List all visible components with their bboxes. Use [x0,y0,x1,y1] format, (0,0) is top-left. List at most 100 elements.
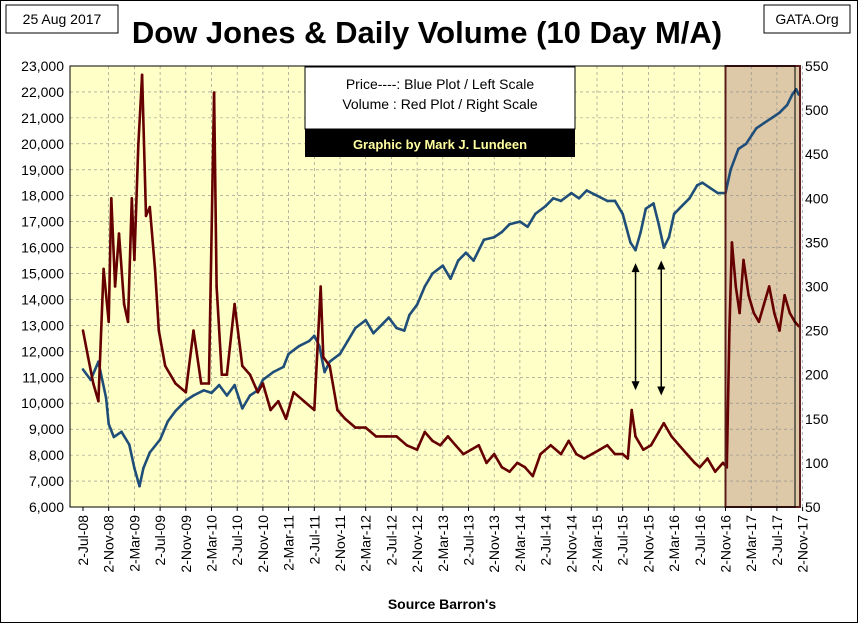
price-segment [729,147,740,172]
volume-segment [269,399,280,412]
price-segment [271,365,285,374]
price-segment [708,186,720,195]
price-segment [449,259,460,281]
x-tick-label: 2-Jul-17 [769,515,785,566]
price-segment [577,189,589,200]
volume-segment [539,443,553,456]
volume-segment [762,285,771,306]
x-tick-label: 2-Mar-14 [512,515,528,572]
price-segment [166,409,177,423]
volume-segment [469,443,481,452]
left-tick-label: 12,000 [21,343,64,359]
right-tick-label: 350 [805,234,829,250]
volume-segment [713,461,725,474]
x-tick-label: 2-Jul-16 [692,515,708,566]
volume-segment [515,461,527,469]
price-segment [551,197,563,203]
volume-segment [431,439,442,447]
price-segment [500,222,511,234]
right-tick-label: 200 [805,367,829,383]
price-segment [241,394,252,410]
left-tick-label: 20,000 [21,136,64,152]
price-segment [526,212,537,229]
volume-segment [747,293,756,315]
volume-segment [284,390,296,421]
left-tick-label: 18,000 [21,188,64,204]
volume-segment [649,430,661,447]
volume-segment [698,457,709,469]
x-tick-label: 2-Nov-15 [640,515,656,573]
legend-line-2: Volume : Red Plot / Right Scale [342,96,538,112]
right-tick-label: 50 [805,499,821,515]
x-tick-label: 2-Nov-12 [409,515,425,573]
volume-segment [133,144,140,262]
price-segment [346,326,357,343]
volume-segment [364,426,378,438]
volume-segment [110,197,117,288]
date-box [5,4,119,34]
price-segment [107,422,116,439]
x-tick-label: 2-Jul-15 [615,515,631,566]
price-segment [585,189,599,197]
x-tick-label: 2-Jul-13 [461,515,477,566]
price-segment [662,235,671,249]
price-segment [328,352,342,364]
x-tick-label: 2-Mar-09 [126,515,142,572]
volume-segment [81,329,90,359]
volume-segment [153,267,161,332]
price-segment [81,368,92,382]
left-tick-label: 8,000 [29,447,64,463]
right-tick-label: 300 [805,279,829,295]
price-segment [233,383,244,410]
price-segment [492,230,504,239]
volume-segment [184,329,195,394]
price-segment [138,466,145,488]
left-tick-label: 7,000 [29,473,64,489]
price-segment [652,202,661,226]
price-segment [423,272,434,288]
price-segment [482,235,496,242]
volume-segment [630,408,637,438]
volume-segment [319,285,325,359]
volume-segment [641,443,653,452]
volume-segment [321,355,332,368]
price-segment [261,370,275,382]
volume-segment [767,285,776,315]
volume-segment [302,399,316,412]
volume-segment [395,435,409,447]
volume-segment [248,373,260,394]
price-segment [158,420,170,441]
volume-segment [312,285,323,412]
volume-segment [126,197,134,324]
price-segment [441,264,452,281]
price-segment [456,251,468,262]
price-segment [544,197,555,208]
volume-segment [492,452,504,469]
x-tick-label: 2-Mar-11 [281,515,297,571]
volume-segment [626,408,634,460]
x-tick-label: 2-Jul-10 [229,515,245,566]
price-segment [354,318,368,330]
x-axis-title: Source Barron's [388,596,497,612]
price-segment [395,326,406,332]
volume-segment [207,91,216,385]
chart-title: Dow Jones & Daily Volume (10 Day M/A) [132,15,722,50]
x-tick-label: 2-Nov-16 [718,515,734,573]
price-segment [634,230,643,252]
price-segment [148,438,162,454]
x-tick-label: 2-Mar-13 [435,515,451,572]
price-segment [754,121,766,130]
price-segment [338,339,350,356]
legend-box [304,66,576,130]
price-segment [762,116,774,125]
volume-segment [438,435,450,447]
volume-segment [485,452,496,465]
price-segment [387,316,398,330]
volume-segment [685,452,697,465]
volume-segment [157,329,167,368]
volume-segment [336,408,347,421]
volume-segment [793,320,801,328]
x-tick-label: 2-Mar-16 [666,515,682,572]
price-segment [621,212,632,244]
